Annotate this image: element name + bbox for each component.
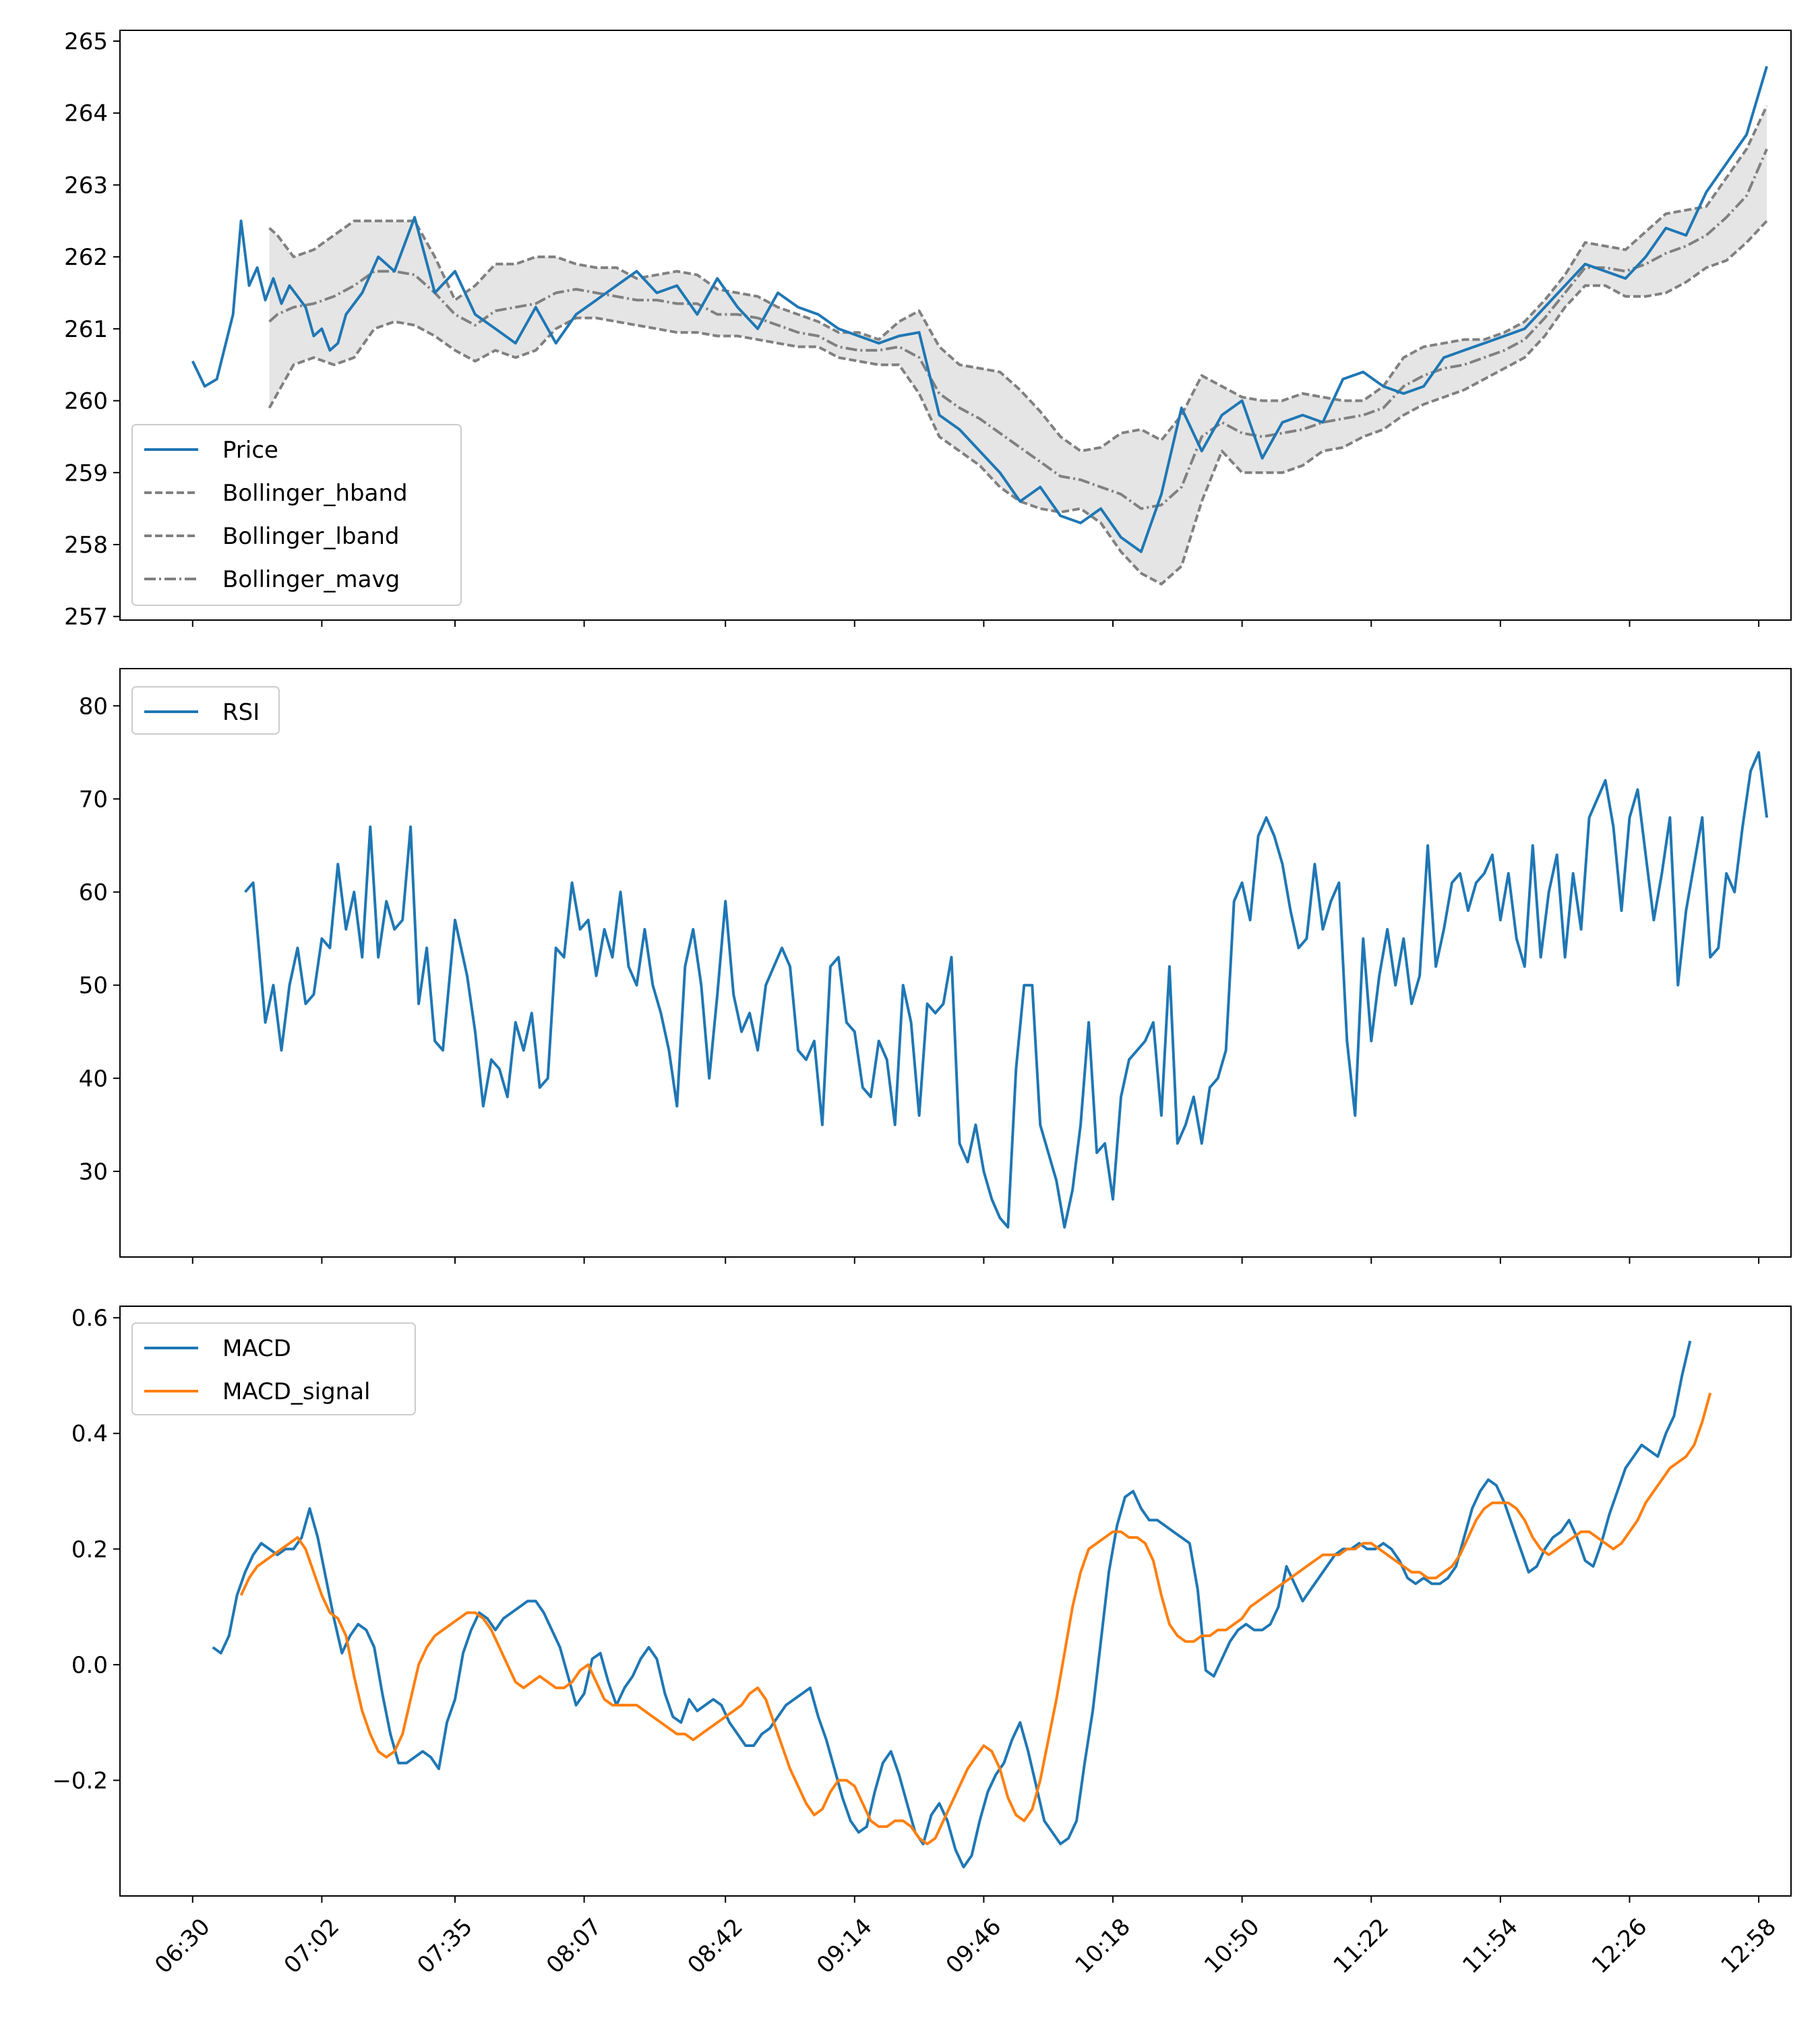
legend-label-price: Price xyxy=(222,437,278,464)
y-tick-label: 60 xyxy=(79,880,108,907)
y-tick-label: −0.2 xyxy=(52,1767,108,1794)
rsi-plot-area xyxy=(244,751,1769,1229)
bollinger-band-fill xyxy=(269,106,1767,584)
y-tick-label: 70 xyxy=(79,786,108,813)
macd-plot-area xyxy=(212,1341,1712,1869)
y-tick-label: 30 xyxy=(79,1159,108,1186)
legend-label-macd: MACD xyxy=(222,1335,291,1362)
legend-label-macd-signal: MACD_signal xyxy=(222,1378,371,1405)
y-tick-label: 0.0 xyxy=(71,1652,108,1679)
rsi-series-group xyxy=(244,751,1769,1229)
price-axes-frame xyxy=(119,30,1792,621)
y-tick-label: 258 xyxy=(64,532,108,559)
legend-box xyxy=(131,1322,416,1415)
y-tick-label: 50 xyxy=(79,973,108,1000)
price-line xyxy=(191,65,1769,553)
rsi-panel: 30 40 50 60 70 80 RSI xyxy=(79,668,1792,1264)
macd-line xyxy=(212,1341,1692,1869)
y-tick-label: 264 xyxy=(64,100,108,127)
y-tick-label: 257 xyxy=(64,604,108,631)
macd-y-ticks: −0.2 0.0 0.2 0.4 0.6 xyxy=(52,1305,120,1794)
y-tick-label: 0.2 xyxy=(71,1536,108,1563)
y-tick-label: 260 xyxy=(64,388,108,415)
rsi-line xyxy=(244,751,1769,1229)
macd-series-group xyxy=(212,1341,1712,1869)
legend-box xyxy=(131,686,280,735)
macd-signal-line xyxy=(239,1392,1712,1845)
price-x-ticks xyxy=(191,620,1760,627)
macd-axes-frame xyxy=(119,1306,1792,1897)
bollinger-hband-line xyxy=(268,105,1768,453)
y-tick-label: 261 xyxy=(64,316,108,343)
legend-box xyxy=(131,424,462,606)
y-tick-label: 259 xyxy=(64,460,108,487)
legend-label-bollinger-lband: Bollinger_lband xyxy=(222,523,400,550)
legend-label-bollinger-hband: Bollinger_hband xyxy=(222,480,408,507)
y-tick-label: 0.4 xyxy=(71,1421,108,1448)
rsi-x-ticks xyxy=(191,1257,1760,1264)
price-plot-area xyxy=(191,65,1769,586)
price-legend: Price Bollinger_hband Bollinger_lband Bolli… xyxy=(131,424,462,606)
legend-label-rsi: RSI xyxy=(222,699,260,726)
y-tick-label: 262 xyxy=(64,244,108,271)
y-tick-label: 40 xyxy=(79,1066,108,1093)
price-y-ticks: 257 258 259 260 261 262 263 264 265 xyxy=(64,28,120,631)
rsi-legend: RSI xyxy=(131,686,280,735)
y-tick-label: 263 xyxy=(64,172,108,199)
y-tick-label: 0.6 xyxy=(71,1305,108,1332)
y-tick-label: 80 xyxy=(79,693,108,720)
y-tick-label: 265 xyxy=(64,28,108,55)
rsi-y-ticks: 30 40 50 60 70 80 xyxy=(79,693,120,1186)
bollinger-mavg-line xyxy=(268,148,1768,510)
legend-label-bollinger-mavg: Bollinger_mavg xyxy=(222,566,400,593)
macd-legend: MACD MACD_signal xyxy=(131,1322,416,1415)
price-bollinger-panel: 257 258 259 260 261 262 263 264 265 Price Bolling… xyxy=(64,28,1792,631)
rsi-axes-frame xyxy=(119,668,1792,1258)
bollinger-lband-line xyxy=(268,220,1768,586)
price-series-group xyxy=(191,65,1769,586)
